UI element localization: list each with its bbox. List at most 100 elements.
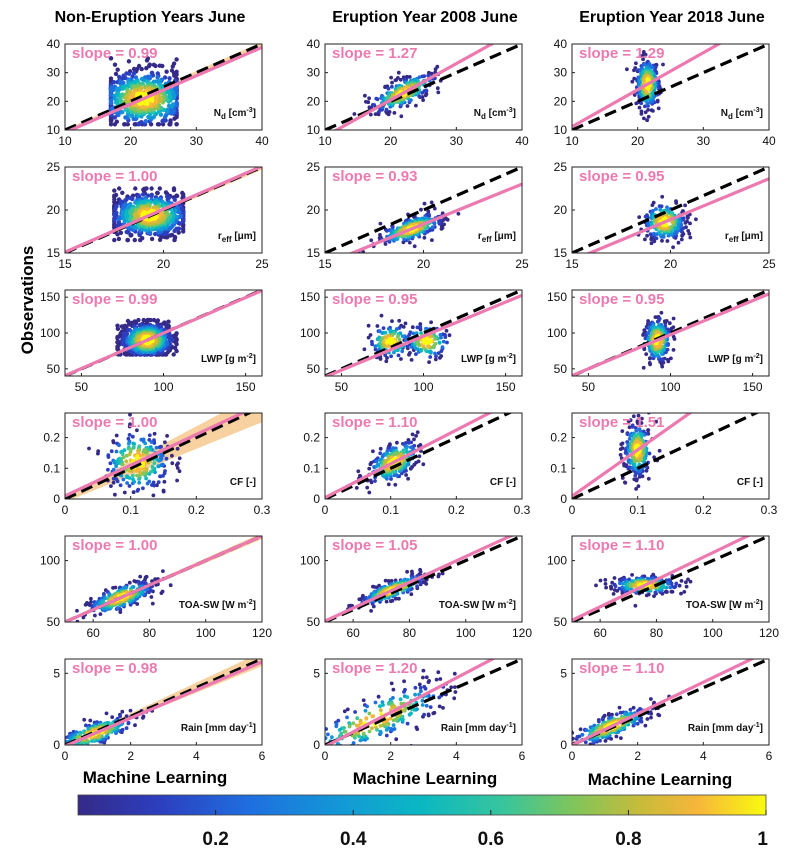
data-point <box>620 446 625 451</box>
data-point <box>367 466 372 471</box>
data-point <box>650 352 654 357</box>
data-point <box>637 105 642 110</box>
data-point <box>671 316 676 321</box>
data-point <box>639 421 644 425</box>
data-point <box>666 357 670 362</box>
y-tick-label: 0.1 <box>43 461 60 475</box>
data-point <box>127 433 132 437</box>
data-point <box>632 477 637 482</box>
data-point <box>352 112 357 116</box>
data-point <box>113 71 119 77</box>
data-point <box>671 334 676 339</box>
x-tick-label: 30 <box>697 134 711 148</box>
data-point <box>676 222 680 227</box>
data-point <box>146 507 150 511</box>
data-point <box>647 361 652 365</box>
data-point <box>120 452 125 457</box>
fit-line <box>66 45 262 130</box>
data-point <box>635 421 640 425</box>
y-tick-label: 30 <box>307 66 321 80</box>
data-point <box>121 455 126 460</box>
data-point <box>112 62 118 67</box>
fit-line <box>65 536 262 622</box>
data-point <box>383 242 388 246</box>
data-point <box>117 443 121 448</box>
x-tick-label: 50 <box>75 380 89 394</box>
y-tick-label: 50 <box>554 362 568 376</box>
data-point <box>679 229 684 234</box>
data-point <box>130 434 135 439</box>
x-tick-label: 150 <box>236 380 256 394</box>
data-point <box>379 313 384 318</box>
x-tick-label: 80 <box>143 626 157 640</box>
data-point <box>162 479 167 484</box>
slope-annotation: slope = 1.00 <box>72 537 157 554</box>
data-point <box>122 490 127 495</box>
variable-label: TOA-SW [W m-2] <box>179 599 256 611</box>
data-point <box>393 596 398 601</box>
data-point <box>636 484 641 489</box>
y-tick-label: 0.2 <box>43 431 60 445</box>
data-point <box>108 76 114 81</box>
data-point <box>132 442 137 446</box>
data-point <box>630 79 635 84</box>
x-tick-label: 15 <box>318 257 332 271</box>
x-tick-label: 150 <box>496 380 516 394</box>
data-point <box>109 100 114 106</box>
y-tick-label: 50 <box>47 362 61 376</box>
data-point <box>655 319 660 324</box>
data-point <box>144 58 150 63</box>
data-point <box>176 230 181 235</box>
data-point <box>627 425 632 430</box>
data-point <box>436 351 441 355</box>
data-point <box>395 452 399 456</box>
y-tick-label: 0.2 <box>550 431 567 445</box>
variable-label: LWP [g m-2] <box>461 353 516 365</box>
x-tick-label: 0.1 <box>382 503 399 517</box>
data-point <box>135 602 140 606</box>
data-point <box>96 451 100 456</box>
data-point <box>671 245 675 250</box>
data-point <box>116 236 122 242</box>
y-tick-label: 150 <box>40 290 60 304</box>
x-tick-label: 0.1 <box>122 503 139 517</box>
x-tick-label: 40 <box>515 134 529 148</box>
variable-label: CF [-] <box>230 477 256 488</box>
data-point <box>129 113 135 118</box>
data-point <box>168 118 173 123</box>
x-axis-label: Machine Learning <box>83 768 228 787</box>
x-tick-label: 20 <box>417 257 431 271</box>
data-point <box>683 203 687 208</box>
data-point <box>380 336 385 341</box>
data-point <box>143 441 148 446</box>
data-point <box>636 413 641 418</box>
x-tick-label: 150 <box>743 380 763 394</box>
data-point <box>671 348 676 352</box>
data-point <box>642 116 646 121</box>
data-point <box>114 433 119 438</box>
data-point <box>444 328 449 333</box>
data-point <box>375 97 380 102</box>
data-point <box>425 229 430 234</box>
data-point <box>443 335 448 339</box>
data-point <box>669 356 673 361</box>
data-point <box>115 67 120 72</box>
x-tick-label: 20 <box>124 134 138 148</box>
data-point <box>639 101 644 106</box>
data-point <box>386 482 391 487</box>
data-point <box>369 460 374 465</box>
y-tick-label: 0 <box>560 492 567 506</box>
data-point <box>627 437 632 441</box>
data-point <box>378 446 383 451</box>
fit-line <box>572 413 693 498</box>
data-point <box>686 229 691 233</box>
data-point <box>385 356 389 360</box>
data-point <box>416 342 421 346</box>
data-point <box>172 197 177 202</box>
data-point <box>127 71 132 76</box>
y-tick-label: 40 <box>554 37 568 51</box>
data-point <box>663 321 668 325</box>
data-point <box>408 351 412 355</box>
x-tick-label: 50 <box>335 380 349 394</box>
